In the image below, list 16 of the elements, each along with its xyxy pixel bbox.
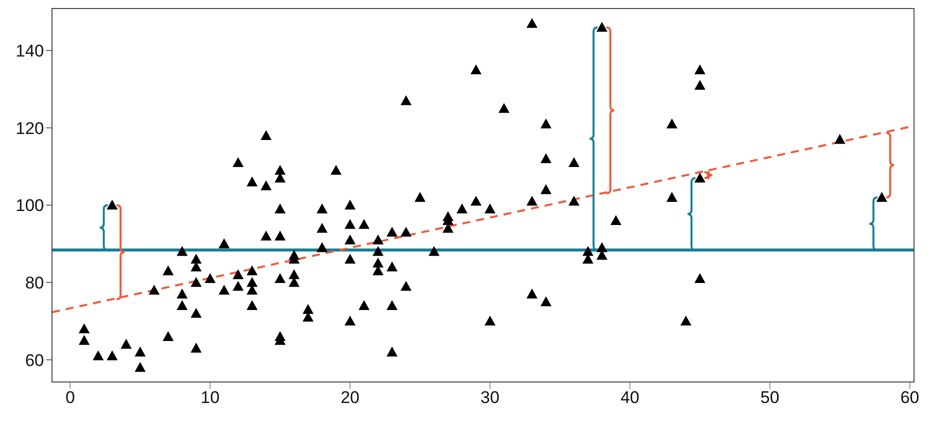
x-tick-label: 30 [480, 388, 500, 408]
x-tick-label: 0 [65, 388, 75, 408]
y-tick-label: 140 [16, 42, 44, 61]
point [694, 172, 706, 182]
point [876, 192, 888, 202]
x-tick-label: 60 [900, 388, 920, 408]
point [596, 22, 608, 32]
y-tick-label: 100 [16, 196, 44, 216]
x-tick-label: 50 [760, 388, 780, 408]
y-tick-label: 60 [25, 350, 44, 370]
y-tick-label: 120 [16, 118, 44, 138]
x-tick-label: 20 [340, 388, 360, 408]
point [106, 200, 118, 210]
x-tick-label: 10 [200, 388, 220, 408]
x-tick-label: 40 [620, 388, 640, 408]
y-tick-label: 80 [25, 273, 44, 292]
